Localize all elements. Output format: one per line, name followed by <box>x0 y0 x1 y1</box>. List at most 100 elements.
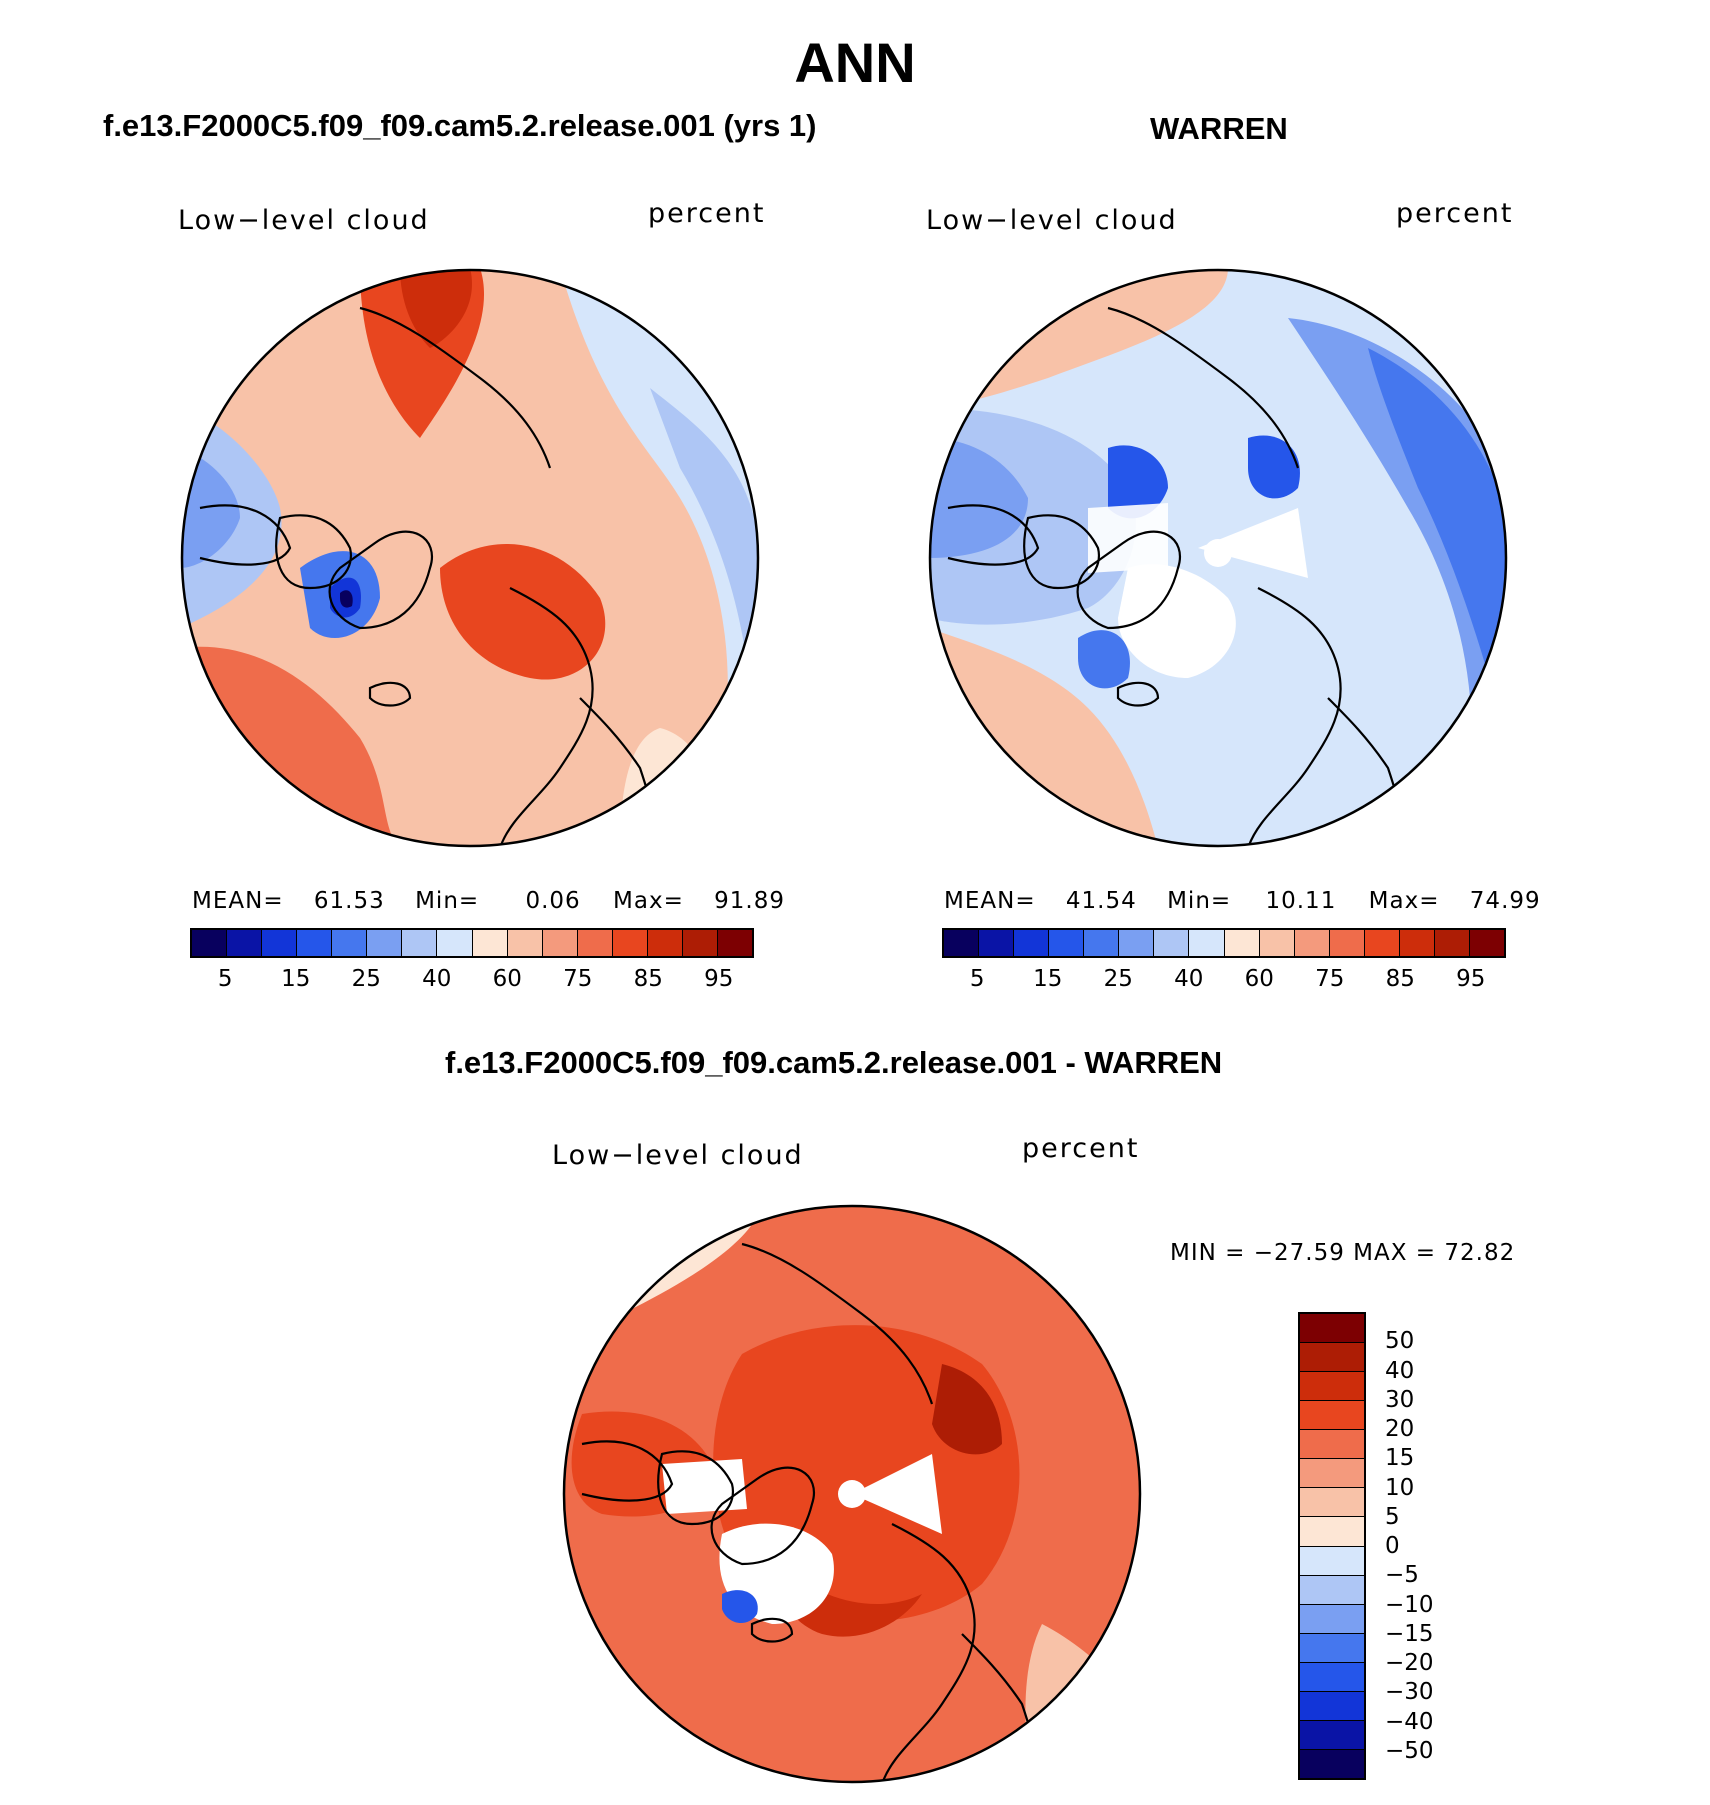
colorbar-swatch <box>1329 930 1365 956</box>
colorbar-swatch <box>1300 1604 1364 1634</box>
colorbar-swatch <box>1300 1372 1364 1402</box>
panel-1-max-label: Max= <box>613 888 684 914</box>
colorbar-tick-label: 60 <box>1244 966 1274 992</box>
colorbar-swatch <box>1300 1430 1364 1460</box>
colorbar-tick-label: 15 <box>281 966 311 992</box>
colorbar-swatch <box>297 930 333 956</box>
colorbar-swatch <box>1014 930 1050 956</box>
panel-3-variable: Low−level cloud <box>552 1140 804 1171</box>
colorbar-tick-label: 10 <box>1385 1474 1415 1501</box>
colorbar-swatch <box>1300 1720 1364 1750</box>
panel-1-header: f.e13.F2000C5.f09_f09.cam5.2.release.001… <box>103 108 817 143</box>
colorbar-swatch <box>1119 930 1155 956</box>
colorbar-swatch <box>367 930 403 956</box>
panel-1-colorbar-ticks: 5 15 25 40 60 75 85 95 <box>190 966 754 996</box>
colorbar-tick-label: 50 <box>1385 1328 1415 1355</box>
colorbar-swatch <box>1300 1691 1364 1721</box>
panel-2-header: WARREN <box>1150 111 1288 146</box>
colorbar-tick-label: 95 <box>1456 966 1486 992</box>
colorbar-swatch <box>682 930 718 956</box>
colorbar-tick-label: 40 <box>1385 1357 1415 1384</box>
colorbar-swatch <box>1049 930 1085 956</box>
colorbar-tick-label: −40 <box>1385 1708 1434 1735</box>
panel-3-polar-map <box>562 1204 1142 1784</box>
colorbar-swatch <box>1084 930 1120 956</box>
colorbar-tick-label: 85 <box>1385 966 1415 992</box>
colorbar-swatch <box>1300 1546 1364 1576</box>
colorbar-tick-label: 40 <box>422 966 452 992</box>
panel-2-colorbar-ticks: 5 15 25 40 60 75 85 95 <box>942 966 1506 996</box>
colorbar-swatch <box>1259 930 1295 956</box>
colorbar-tick-label: −5 <box>1385 1562 1419 1589</box>
colorbar-swatch <box>542 930 578 956</box>
colorbar-tick-label: −10 <box>1385 1591 1434 1618</box>
colorbar-swatch <box>262 930 298 956</box>
panel-2-max: 74.99 <box>1469 888 1541 914</box>
panel-3-header: f.e13.F2000C5.f09_f09.cam5.2.release.001… <box>445 1045 1223 1080</box>
panel-3-units: percent <box>1022 1133 1140 1164</box>
panel-1-max: 91.89 <box>714 888 786 914</box>
panel-2-mean-label: MEAN= <box>944 888 1036 914</box>
colorbar-swatch <box>437 930 473 956</box>
figure-title: ANN <box>794 31 916 94</box>
panel-2-min-label: Min= <box>1167 888 1232 914</box>
colorbar-swatch <box>1300 1488 1364 1518</box>
colorbar-tick-label: 0 <box>1385 1533 1400 1559</box>
panel-1-colorbar <box>190 928 754 958</box>
panel-2-max-label: Max= <box>1368 888 1440 914</box>
colorbar-swatch <box>1300 1517 1364 1547</box>
colorbar-tick-label: 60 <box>492 966 522 992</box>
panel-2-colorbar <box>942 928 1506 958</box>
panel-1-variable: Low−level cloud <box>178 205 430 236</box>
colorbar-swatch <box>332 930 368 956</box>
colorbar-swatch <box>1434 930 1470 956</box>
colorbar-swatch <box>1399 930 1435 956</box>
panel-2-mean: 41.54 <box>1065 888 1137 914</box>
panel-2-variable: Low−level cloud <box>926 205 1178 236</box>
colorbar-swatch <box>1300 1401 1364 1431</box>
colorbar-swatch <box>577 930 613 956</box>
colorbar-swatch <box>507 930 543 956</box>
panel-1-mean-label: MEAN= <box>192 888 284 914</box>
colorbar-swatch <box>1294 930 1330 956</box>
colorbar-tick-label: 95 <box>704 966 734 992</box>
colorbar-swatch <box>979 930 1015 956</box>
panel-2-units: percent <box>1396 198 1514 229</box>
colorbar-tick-label: 5 <box>969 966 985 992</box>
colorbar-swatch <box>472 930 508 956</box>
colorbar-swatch <box>1224 930 1260 956</box>
panel-1-polar-map <box>180 268 760 848</box>
panel-1-stats: MEAN= 61.53 Min= 0.06 Max= 91.89 <box>192 888 785 914</box>
colorbar-swatch <box>1300 1575 1364 1605</box>
colorbar-tick-label: 5 <box>1385 1503 1400 1530</box>
panel-2-min: 10.11 <box>1265 888 1337 914</box>
colorbar-swatch <box>1300 1459 1364 1489</box>
panel-1-units: percent <box>648 198 766 229</box>
colorbar-swatch <box>1189 930 1225 956</box>
colorbar-tick-label: 20 <box>1385 1416 1415 1442</box>
colorbar-tick-label: 15 <box>1033 966 1063 992</box>
panel-1-min: 0.06 <box>525 888 581 914</box>
colorbar-swatch <box>402 930 438 956</box>
colorbar-swatch <box>227 930 263 956</box>
colorbar-tick-label: −50 <box>1385 1737 1434 1764</box>
colorbar-tick-label: 5 <box>217 966 233 992</box>
colorbar-tick-label: 15 <box>1385 1445 1415 1472</box>
colorbar-tick-label: 25 <box>1103 966 1133 992</box>
colorbar-tick-label: −15 <box>1385 1620 1434 1647</box>
panel-1-min-label: Min= <box>415 888 480 914</box>
colorbar-swatch <box>717 930 752 956</box>
colorbar-tick-label: 40 <box>1174 966 1204 992</box>
panel-2-stats: MEAN= 41.54 Min= 10.11 Max= 74.99 <box>944 888 1541 914</box>
colorbar-swatch <box>1300 1662 1364 1692</box>
colorbar-tick-label: 85 <box>633 966 663 992</box>
colorbar-tick-label: −20 <box>1385 1650 1434 1676</box>
colorbar-tick-label: 75 <box>563 966 593 992</box>
colorbar-swatch <box>944 930 980 956</box>
colorbar-swatch <box>192 930 228 956</box>
colorbar-swatch <box>1300 1633 1364 1663</box>
colorbar-tick-label: 25 <box>351 966 381 992</box>
colorbar-swatch <box>1300 1314 1364 1344</box>
colorbar-tick-label: 30 <box>1385 1386 1415 1413</box>
panel-3-minmax: MIN = −27.59 MAX = 72.82 <box>1170 1240 1516 1266</box>
